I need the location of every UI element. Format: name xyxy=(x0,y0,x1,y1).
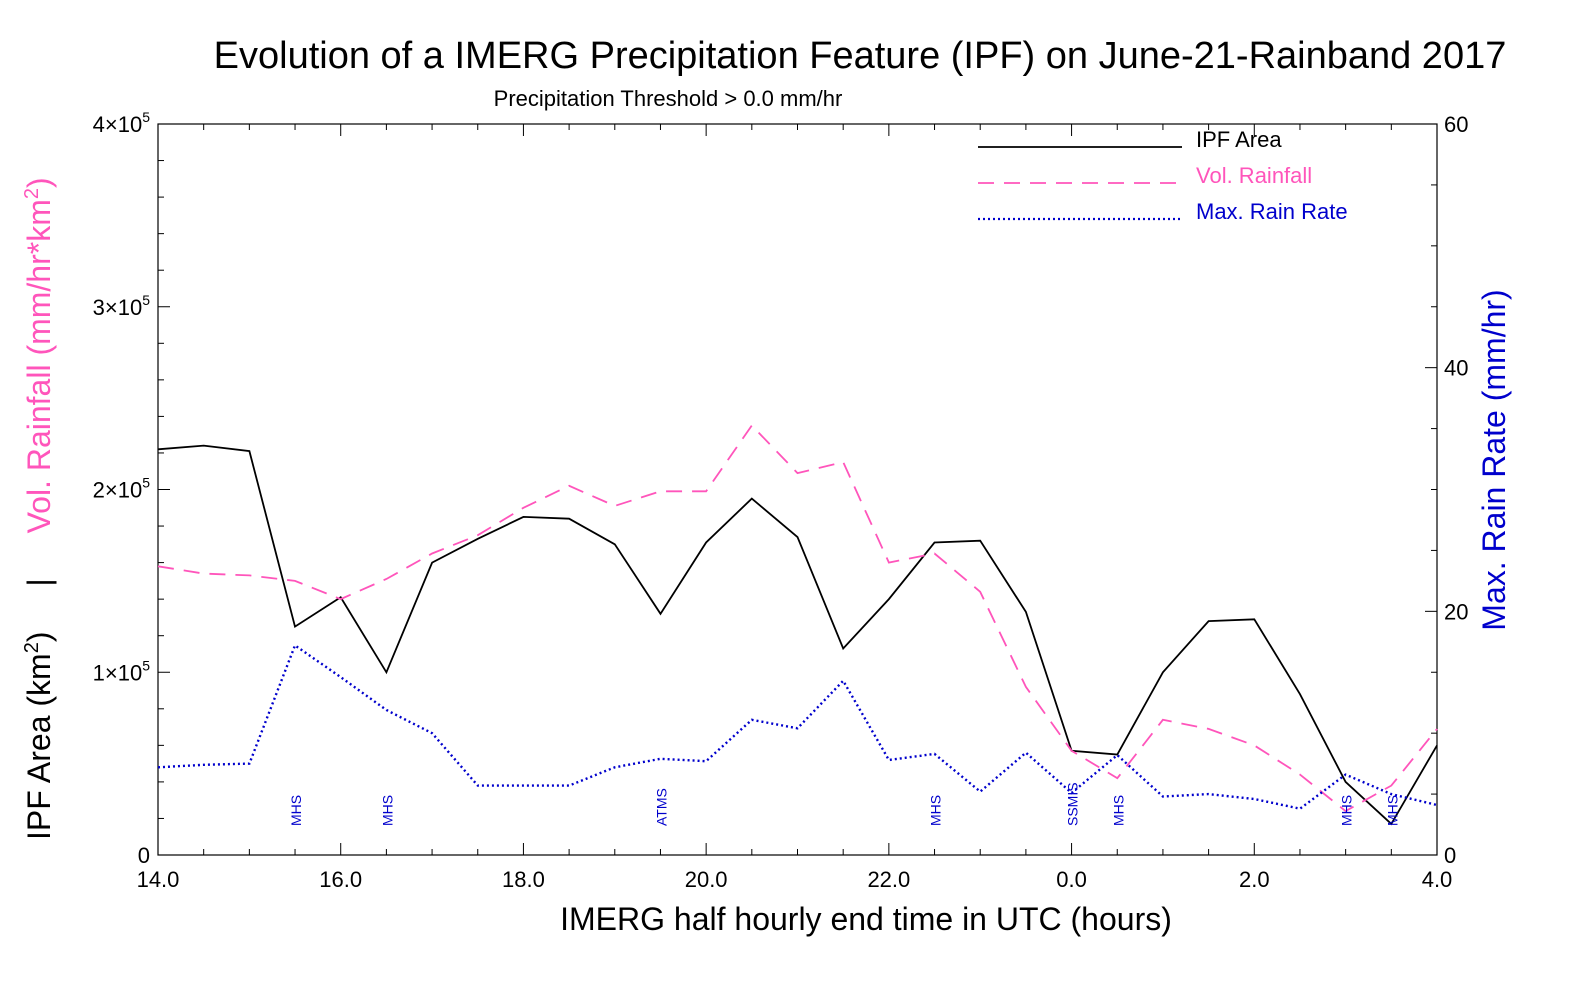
x-tick-label: 2.0 xyxy=(1239,867,1270,892)
sensor-label: MHS xyxy=(1110,795,1126,826)
y-axis-right-label: Max. Rain Rate (mm/hr) xyxy=(1476,289,1512,630)
y-label-separator: | xyxy=(21,578,57,586)
sensor-label: MHS xyxy=(1384,795,1400,826)
y-right-tick-label: 60 xyxy=(1444,112,1468,137)
vol-rainfall-label: Vol. Rainfall (mm/hr*km xyxy=(21,199,57,533)
y-left-tick-label: 3×105 xyxy=(93,292,151,320)
chart-subtitle: Precipitation Threshold > 0.0 mm/hr xyxy=(494,86,843,111)
legend-label: Max. Rain Rate xyxy=(1196,199,1348,224)
vol-rainfall-label-end: ) xyxy=(21,177,57,188)
y-left-tick-label: 1×105 xyxy=(93,657,151,685)
sensor-annotations: MHS MHS ATMS MHS SSMIS MHS MHS MHS xyxy=(288,782,1400,826)
sensor-label: MHS xyxy=(928,795,944,826)
x-tick-label: 4.0 xyxy=(1422,867,1453,892)
x-tick-label: 22.0 xyxy=(867,867,910,892)
y-right-tick-label: 20 xyxy=(1444,599,1468,624)
sensor-label: MHS xyxy=(379,795,395,826)
plot-border xyxy=(157,123,1438,856)
y-left-tick-label: 4×105 xyxy=(93,109,151,137)
y-axis-left-label: IPF Area (km2) | Vol. Rainfall (mm/hr*km… xyxy=(21,177,57,840)
x-tick-label: 16.0 xyxy=(319,867,362,892)
sensor-label: MHS xyxy=(288,795,304,826)
legend-label: Vol. Rainfall xyxy=(1196,163,1312,188)
legend-label: IPF Area xyxy=(1196,127,1282,152)
x-tick-label: 14.0 xyxy=(137,867,180,892)
y-right-tick-label: 0 xyxy=(1444,843,1456,868)
series-line-max-rain-rate xyxy=(157,643,1438,810)
series-layer xyxy=(157,424,1438,826)
ticks-layer: 14.0 16.0 18.0 20.0 22.0 0.0 2.0 4.001×1052×105… xyxy=(93,109,1469,892)
x-tick-label: 0.0 xyxy=(1056,867,1087,892)
sensor-label: SSMIS xyxy=(1065,782,1081,826)
series-line-ipf-area xyxy=(157,444,1438,826)
x-tick-label: 20.0 xyxy=(685,867,728,892)
sensor-label: MHS xyxy=(1339,795,1355,826)
plot-frame xyxy=(157,123,1438,856)
ipf-area-label: IPF Area (km xyxy=(21,653,57,840)
x-tick-label: 18.0 xyxy=(502,867,545,892)
svg-text:IPF Area (km2) | V: IPF Area (km2) | Vol. Rainfall (mm/hr*km… xyxy=(21,177,57,840)
y-left-tick-label: 2×105 xyxy=(93,475,151,503)
series-line-vol-rainfall xyxy=(157,424,1438,813)
sensor-label: ATMS xyxy=(653,788,669,826)
ipf-area-label-end: ) xyxy=(21,632,57,643)
y-left-tick-label: 0 xyxy=(138,843,150,868)
y-right-tick-label: 40 xyxy=(1444,356,1468,381)
chart-title: Evolution of a IMERG Precipitation Featu… xyxy=(214,35,1507,77)
vol-rainfall-label-sup: 2 xyxy=(21,188,43,199)
ipf-area-label-sup: 2 xyxy=(21,642,43,653)
legend: IPF Area Vol. Rainfall Max. Rain Rate xyxy=(978,127,1348,224)
x-axis-label: IMERG half hourly end time in UTC (hours… xyxy=(560,901,1172,937)
